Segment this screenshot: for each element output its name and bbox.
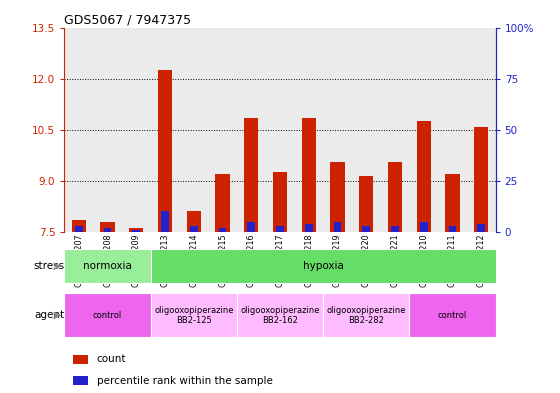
Bar — [420, 222, 428, 232]
Bar — [467, 28, 496, 232]
Text: hypoxia: hypoxia — [303, 261, 343, 271]
Text: oligooxopiperazine
BB2-282: oligooxopiperazine BB2-282 — [326, 306, 406, 325]
Bar — [64, 293, 151, 338]
Bar — [334, 222, 342, 232]
Bar — [64, 250, 151, 283]
Bar — [73, 376, 88, 385]
Bar — [362, 226, 370, 232]
Bar — [215, 174, 230, 232]
Text: count: count — [97, 354, 126, 364]
Bar — [352, 28, 381, 232]
Bar — [295, 28, 323, 232]
Bar — [179, 28, 208, 232]
Bar — [276, 226, 284, 232]
Text: agent: agent — [34, 310, 64, 320]
Text: control: control — [93, 311, 122, 320]
Bar — [64, 28, 93, 232]
Bar — [158, 70, 172, 232]
Text: percentile rank within the sample: percentile rank within the sample — [97, 376, 273, 386]
Bar — [72, 220, 86, 232]
Bar — [449, 226, 456, 232]
Bar — [302, 118, 316, 232]
Bar — [237, 28, 265, 232]
Bar — [417, 121, 431, 232]
Bar — [477, 224, 485, 232]
Bar — [151, 250, 496, 283]
Bar — [381, 28, 409, 232]
Bar — [244, 118, 259, 232]
Bar — [151, 293, 237, 338]
Bar — [438, 28, 467, 232]
Bar — [359, 176, 374, 232]
Text: oligooxopiperazine
BB2-162: oligooxopiperazine BB2-162 — [240, 306, 320, 325]
Bar — [265, 28, 295, 232]
Bar — [100, 222, 115, 232]
Bar — [445, 174, 460, 232]
Bar — [73, 354, 88, 364]
Bar — [237, 293, 323, 338]
Bar — [248, 222, 255, 232]
Text: oligooxopiperazine
BB2-125: oligooxopiperazine BB2-125 — [154, 306, 234, 325]
Bar — [330, 162, 345, 232]
Bar — [409, 293, 496, 338]
Bar — [132, 230, 140, 232]
Bar — [151, 28, 179, 232]
Bar — [93, 28, 122, 232]
Bar — [474, 127, 488, 232]
Bar — [273, 172, 287, 232]
Bar — [129, 228, 143, 232]
Bar — [323, 293, 409, 338]
Bar — [305, 224, 312, 232]
Bar — [161, 211, 169, 232]
Bar — [218, 228, 226, 232]
Bar — [75, 226, 83, 232]
Bar — [104, 228, 111, 232]
Bar — [409, 28, 438, 232]
Bar — [208, 28, 237, 232]
Bar — [122, 28, 151, 232]
Bar — [186, 211, 201, 232]
Bar — [323, 28, 352, 232]
Bar — [391, 226, 399, 232]
Bar — [388, 162, 402, 232]
Text: stress: stress — [33, 261, 64, 271]
Text: control: control — [438, 311, 467, 320]
Text: normoxia: normoxia — [83, 261, 132, 271]
Bar — [190, 226, 198, 232]
Text: GDS5067 / 7947375: GDS5067 / 7947375 — [64, 13, 192, 26]
